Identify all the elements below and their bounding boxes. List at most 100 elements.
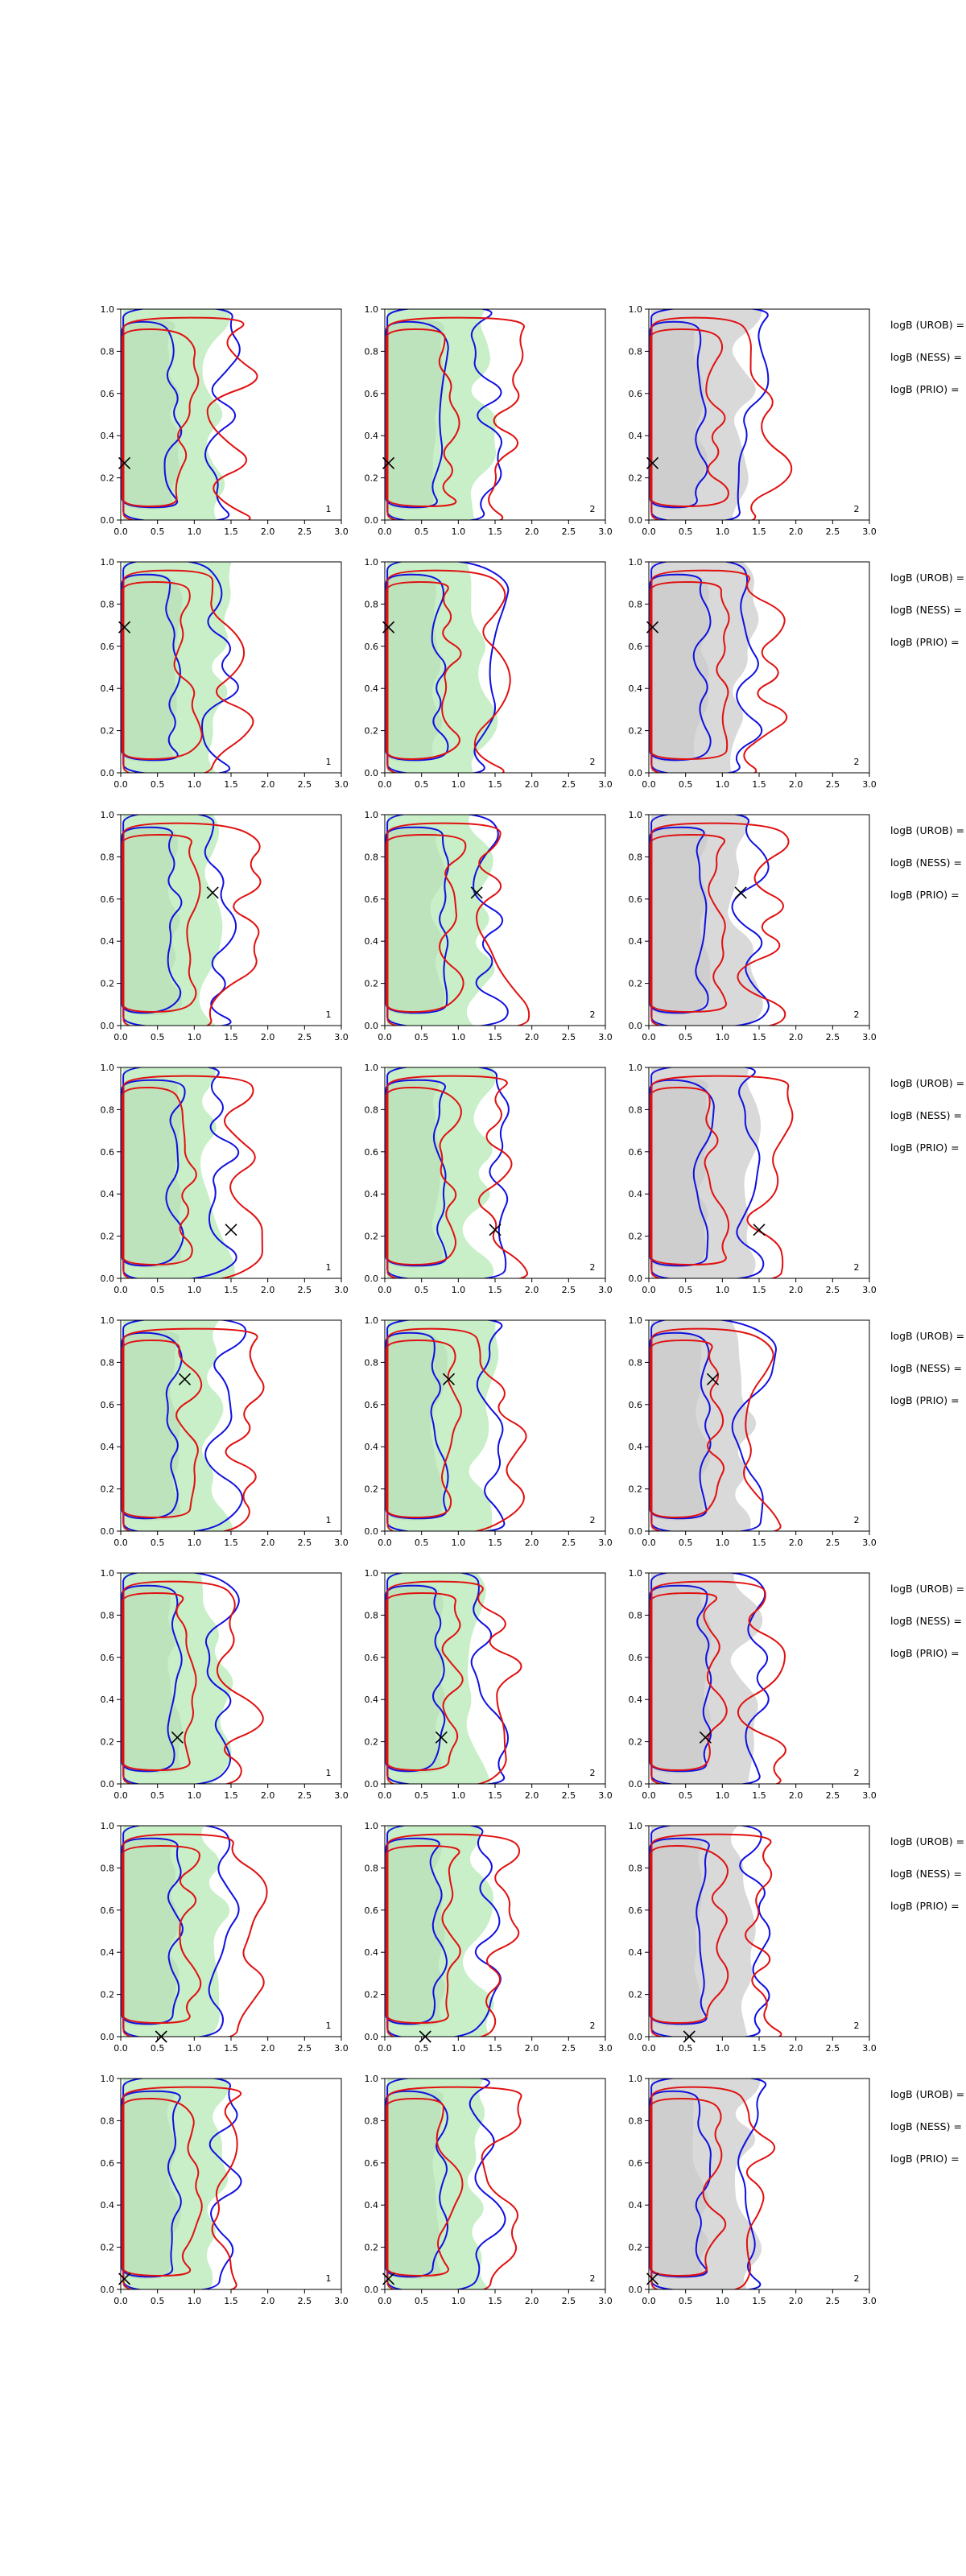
- y-tick-label: 0.0: [365, 2032, 379, 2042]
- x-tick-label: 1.5: [752, 1790, 766, 1801]
- red-contour-outer: [386, 822, 530, 1026]
- x-tick-label: 0.5: [415, 2296, 429, 2306]
- x-tick-label: 2.5: [298, 1285, 312, 1295]
- x-tick-label: 0.0: [642, 1538, 656, 1548]
- y-tick-label: 0.4: [101, 1695, 115, 1705]
- marker-x: [699, 1731, 712, 1744]
- y-tick-label: 0.6: [101, 1147, 115, 1158]
- x-tick-label: 2.0: [261, 2043, 275, 2054]
- x-tick-label: 1.5: [488, 526, 502, 537]
- fill-region-inner: [386, 1836, 446, 2026]
- y-tick-label: 0.2: [365, 979, 379, 989]
- x-tick-label: 0.5: [151, 1538, 165, 1548]
- x-tick-label: 2.0: [525, 779, 539, 790]
- x-tick-label: 0.5: [415, 526, 429, 537]
- y-tick-label: 0.0: [365, 1526, 379, 1537]
- x-tick-label: 2.0: [261, 526, 275, 537]
- y-tick-label: 1.0: [101, 557, 115, 568]
- red-contour-inner: [122, 1086, 197, 1266]
- x-tick-label: 1.5: [224, 1285, 238, 1295]
- red-contour-inner: [122, 833, 201, 1013]
- x-tick-label: 2.0: [789, 2296, 803, 2306]
- x-tick-label: 0.5: [679, 2043, 693, 2054]
- y-tick-label: 0.0: [629, 768, 643, 778]
- y-tick-label: 0.6: [629, 1653, 643, 1663]
- y-tick-label: 1.0: [101, 810, 115, 820]
- x-tick-label: 1.0: [716, 526, 730, 537]
- contour-panel: 0.0 0.5 1.0 1.5 2.0 2.5 3.0 0.0 0.2 0.4 0.6 0.8 1.0 2: [365, 304, 613, 537]
- contour-layers: [385, 815, 530, 1026]
- y-tick-label: 0.4: [365, 1189, 379, 1199]
- y-tick-label: 0.6: [365, 1147, 379, 1158]
- y-tick-label: 0.0: [629, 2032, 643, 2042]
- fill-region-inner: [122, 2089, 181, 2279]
- x-tick-label: 2.0: [525, 2043, 539, 2054]
- x-tick-label: 3.0: [334, 1285, 349, 1295]
- x-tick-label: 1.5: [752, 1032, 766, 1042]
- x-tick-label: 2.5: [826, 1538, 840, 1548]
- y-tick-label: 0.2: [101, 979, 115, 989]
- x-tick-label: 3.0: [334, 2043, 349, 2054]
- red-contour-outer: [650, 316, 793, 520]
- y-tick-label: 0.8: [365, 1104, 379, 1115]
- contour-panel: 0.0 0.5 1.0 1.5 2.0 2.5 3.0 0.0 0.2 0.4 0.6 0.8 1.0 2: [365, 1568, 613, 1801]
- red-contour-inner: [122, 328, 200, 508]
- x-tick-label: 0.5: [679, 2296, 693, 2306]
- x-tick-label: 3.0: [598, 1032, 613, 1042]
- red-contour-inner: [122, 580, 203, 761]
- y-tick-label: 0.4: [101, 936, 115, 947]
- x-tick-label: 0.5: [151, 1790, 165, 1801]
- y-tick-label: 0.6: [365, 894, 379, 905]
- panel-corner-label: 1: [326, 2273, 332, 2284]
- y-tick-label: 1.0: [629, 304, 643, 315]
- y-tick-label: 0.4: [365, 936, 379, 947]
- y-tick-label: 0.2: [101, 726, 115, 737]
- x-tick-label: 0.0: [114, 1032, 128, 1042]
- x-tick-label: 2.5: [826, 2043, 840, 2054]
- panel-corner-label: 2: [854, 1768, 860, 1778]
- y-tick-label: 0.4: [629, 2200, 643, 2211]
- panel-corner-label: 2: [590, 2273, 596, 2284]
- x-tick-label: 1.0: [716, 1538, 730, 1548]
- y-tick-label: 1.0: [101, 1315, 115, 1326]
- red-contour-outer: [650, 1075, 794, 1278]
- contour-panel: 0.0 0.5 1.0 1.5 2.0 2.5 3.0 0.0 0.2 0.4 0.6 0.8 1.0 1: [101, 1568, 349, 1801]
- red-contour-inner: [122, 1591, 197, 1772]
- y-tick-label: 0.4: [629, 1442, 643, 1452]
- red-contour-outer: [386, 1833, 521, 2037]
- x-tick-label: 0.0: [378, 2296, 392, 2306]
- side-label: logB (UROB) =: [890, 824, 964, 836]
- contour-panel: 0.0 0.5 1.0 1.5 2.0 2.5 3.0 0.0 0.2 0.4 0.6 0.8 1.0 2: [629, 557, 877, 790]
- x-tick-label: 2.5: [562, 1032, 576, 1042]
- y-tick-label: 0.0: [365, 768, 379, 778]
- y-tick-label: 0.6: [101, 1400, 115, 1410]
- y-tick-label: 0.0: [629, 515, 643, 526]
- contour-layers: [121, 1573, 264, 1784]
- side-label: logB (UROB) =: [890, 1835, 964, 1847]
- x-tick-label: 0.0: [642, 1032, 656, 1042]
- figure-row: 0.0 0.5 1.0 1.5 2.0 2.5 3.0 0.0 0.2 0.4 0.6 0.8 1.0 1…: [101, 304, 965, 537]
- marker-x: [178, 1373, 192, 1385]
- y-tick-label: 0.8: [629, 1357, 643, 1368]
- contour-layers: [385, 1573, 522, 1784]
- y-tick-label: 0.0: [629, 2285, 643, 2295]
- x-tick-label: 0.5: [151, 1285, 165, 1295]
- x-tick-label: 1.0: [716, 779, 730, 790]
- red-contour-outer: [122, 2086, 242, 2289]
- x-tick-label: 0.0: [114, 1538, 128, 1548]
- x-tick-label: 1.5: [224, 1032, 238, 1042]
- x-tick-label: 1.0: [716, 1032, 730, 1042]
- panel-corner-label: 1: [326, 1009, 332, 1020]
- y-tick-label: 1.0: [365, 1063, 379, 1073]
- x-tick-label: 0.5: [151, 2043, 165, 2054]
- y-tick-label: 1.0: [101, 304, 115, 315]
- red-contour-outer: [122, 1327, 265, 1531]
- contour-layers: [649, 2079, 775, 2289]
- side-label: logB (PRIO) =: [890, 2153, 960, 2165]
- x-tick-label: 2.5: [562, 1538, 576, 1548]
- contour-panel: 0.0 0.5 1.0 1.5 2.0 2.5 3.0 0.0 0.2 0.4 0.6 0.8 1.0 2: [629, 1315, 877, 1548]
- y-tick-label: 0.0: [365, 2285, 379, 2295]
- y-tick-label: 0.8: [365, 346, 379, 357]
- y-tick-label: 0.0: [629, 1526, 643, 1537]
- y-tick-label: 0.4: [101, 1189, 115, 1199]
